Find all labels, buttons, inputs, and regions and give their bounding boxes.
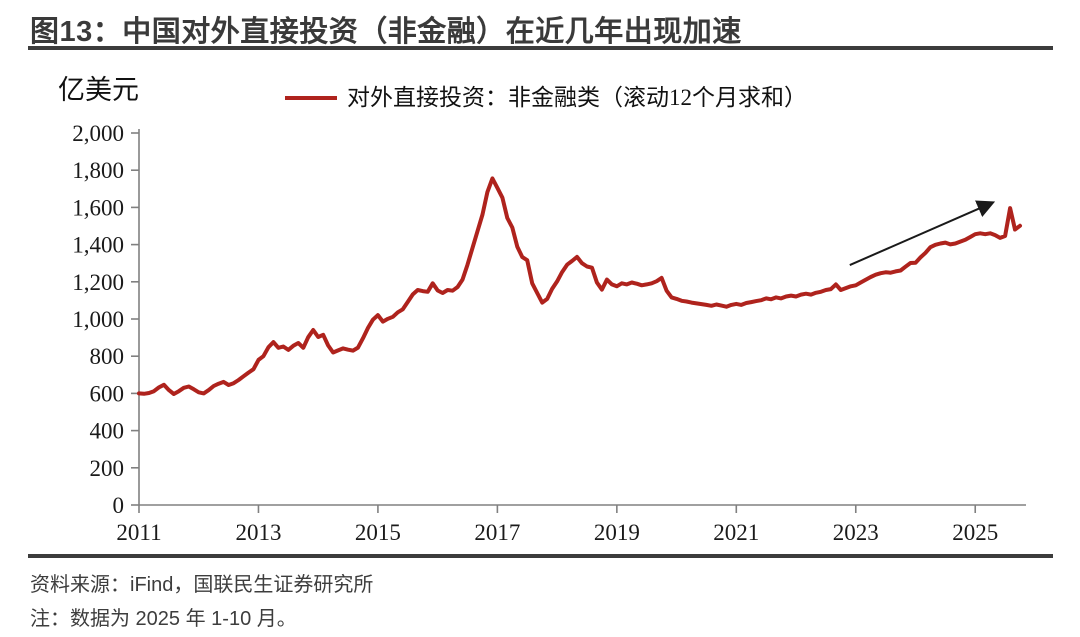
figure-title: 图13：中国对外直接投资（非金融）在近几年出现加速	[30, 16, 742, 48]
svg-text:400: 400	[90, 419, 125, 444]
svg-text:200: 200	[90, 456, 125, 481]
svg-text:1,400: 1,400	[72, 233, 124, 258]
svg-text:2015: 2015	[355, 520, 401, 545]
y-axis-ticks: 0 200 400 600 800 1,000 1,200 1,400 1,600 1,800 2,…	[72, 121, 139, 518]
legend-series-label: 对外直接投资：非金融类（滚动12个月求和）	[347, 85, 807, 110]
svg-text:2,000: 2,000	[72, 121, 124, 146]
data-note-text: 注：数据为 2025 年 1-10 月。	[30, 608, 297, 630]
data-source-text: 资料来源：iFind，国联民生证券研究所	[30, 574, 374, 596]
chart-legend: 对外直接投资：非金融类（滚动12个月求和）	[285, 83, 807, 113]
svg-text:2025: 2025	[952, 520, 998, 545]
svg-text:2013: 2013	[235, 520, 281, 545]
x-axis-ticks: 2011 2013 2015 2017 2019 2021 2023 2025	[116, 505, 998, 545]
svg-text:2017: 2017	[474, 520, 520, 545]
svg-text:2011: 2011	[116, 520, 161, 545]
svg-text:1,200: 1,200	[72, 270, 124, 295]
annotation-arrow-icon	[849, 200, 996, 266]
svg-text:0: 0	[113, 493, 125, 518]
data-line	[137, 176, 1022, 396]
svg-text:1,600: 1,600	[72, 195, 124, 220]
footer-divider	[28, 554, 1053, 558]
svg-text:1,800: 1,800	[72, 158, 124, 183]
svg-text:600: 600	[90, 381, 125, 406]
svg-text:2021: 2021	[713, 520, 759, 545]
y-axis-unit-label: 亿美元	[58, 75, 139, 105]
title-divider	[28, 46, 1053, 50]
axes	[138, 129, 1026, 506]
svg-text:800: 800	[90, 344, 125, 369]
legend-line-swatch	[285, 96, 337, 100]
svg-text:2023: 2023	[833, 520, 879, 545]
svg-text:2019: 2019	[594, 520, 640, 545]
svg-text:1,000: 1,000	[72, 307, 124, 332]
